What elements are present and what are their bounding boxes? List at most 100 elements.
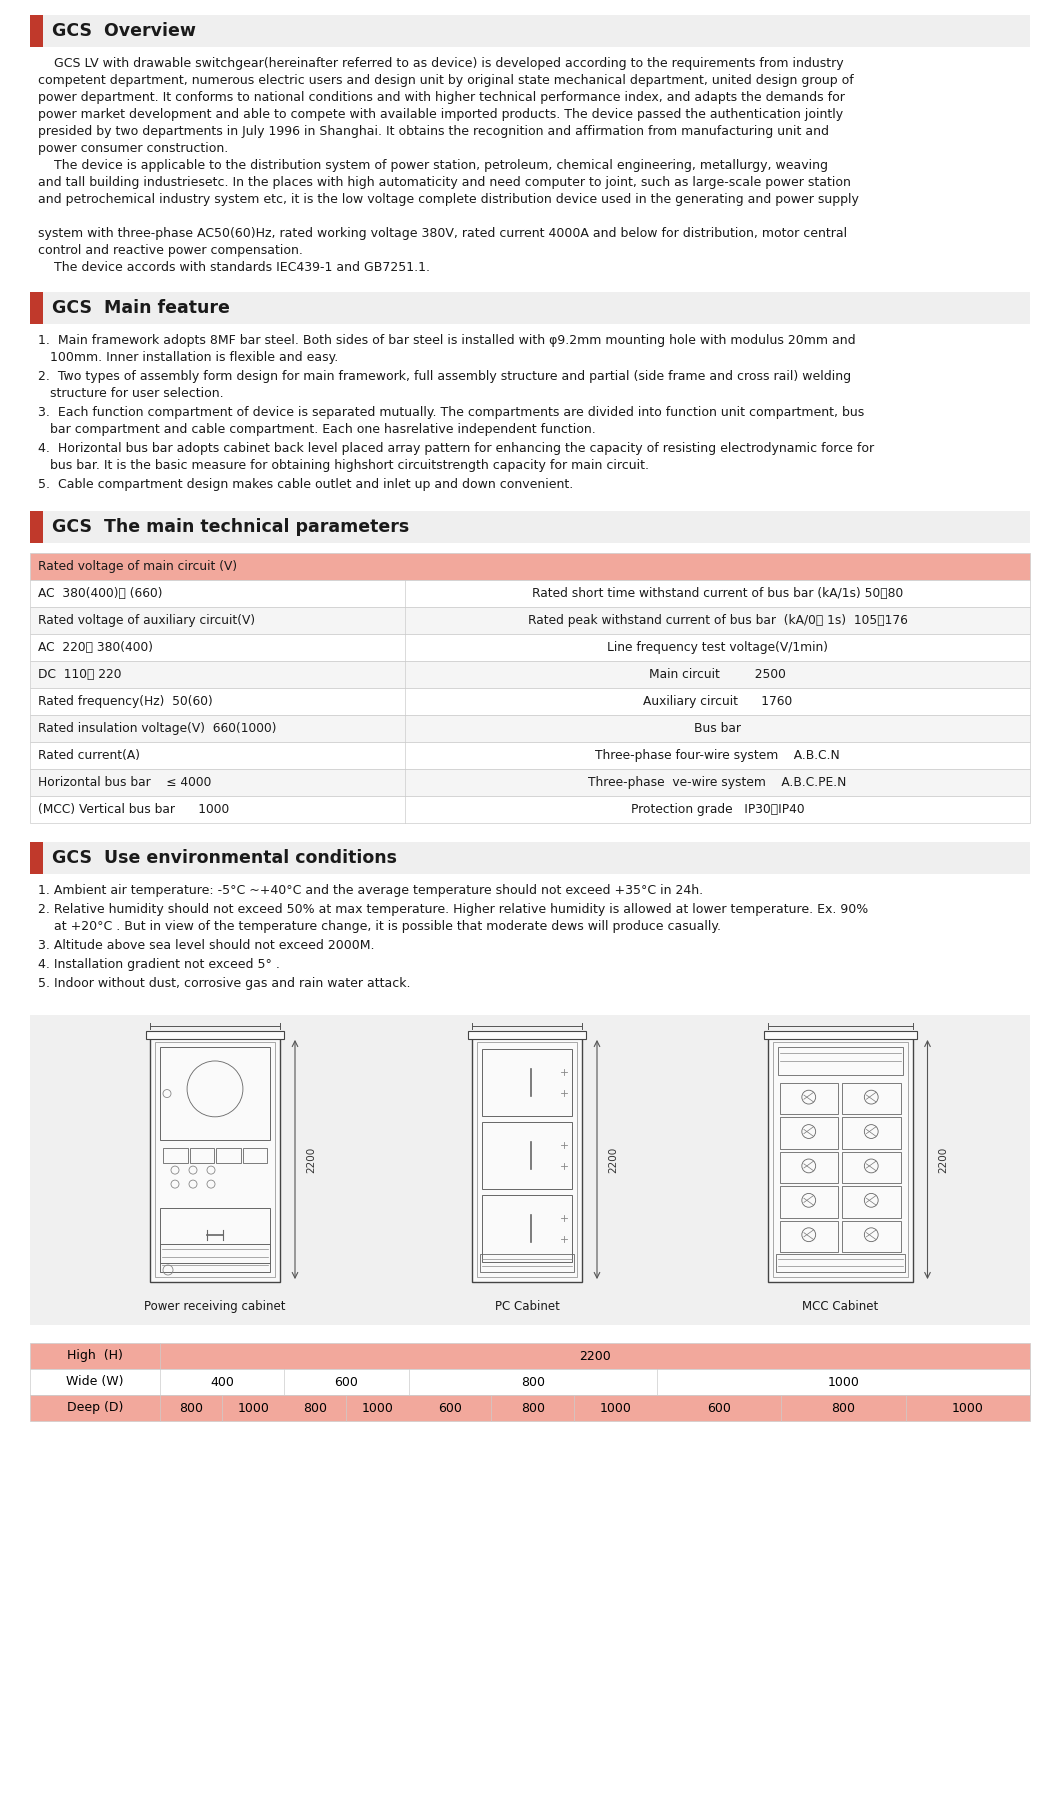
Text: Rated short time withstand current of bus bar (kA/1s) 50、80: Rated short time withstand current of bu… [532, 587, 903, 600]
Text: (MCC) Vertical bus bar      1000: (MCC) Vertical bus bar 1000 [38, 802, 229, 817]
Text: Line frequency test voltage(V/1min): Line frequency test voltage(V/1min) [607, 641, 828, 654]
Text: 5.  Cable compartment design makes cable outlet and inlet up and down convenient: 5. Cable compartment design makes cable … [38, 479, 573, 492]
Text: system with three-phase AC50(60)Hz, rated working voltage 380V, rated current 40: system with three-phase AC50(60)Hz, rate… [38, 228, 847, 240]
Text: 1000: 1000 [952, 1402, 984, 1415]
Bar [30, 553, 1030, 580]
Text: 5. Indoor without dust, corrosive gas and rain water attack.: 5. Indoor without dust, corrosive gas an… [38, 978, 410, 990]
Text: Rated peak withstand current of bus bar  (kA/0、 1s)  105、176: Rated peak withstand current of bus bar … [528, 614, 907, 627]
Bar [160, 1046, 270, 1140]
Bar [763, 1032, 917, 1039]
Text: 800: 800 [832, 1402, 855, 1415]
Bar [842, 1220, 901, 1252]
Text: DC  110、 220: DC 110、 220 [38, 669, 122, 681]
Bar [842, 1082, 901, 1115]
Text: The device is applicable to the distribution system of power station, petroleum,: The device is applicable to the distribu… [38, 159, 828, 172]
Text: presided by two departments in July 1996 in Shanghai. It obtains the recognition: presided by two departments in July 1996… [38, 125, 829, 137]
Text: Rated frequency(Hz)  50(60): Rated frequency(Hz) 50(60) [38, 696, 213, 708]
Text: 4. Installation gradient not exceed 5° .: 4. Installation gradient not exceed 5° . [38, 958, 280, 970]
Text: 1. Ambient air temperature: -5°C ~+40°C and the average temperature should not e: 1. Ambient air temperature: -5°C ~+40°C … [38, 884, 703, 896]
Text: GCS  Use environmental conditions: GCS Use environmental conditions [52, 849, 398, 867]
Text: Three-phase  ve-wire system    A.B.C.PE.N: Three-phase ve-wire system A.B.C.PE.N [588, 775, 847, 790]
Text: GCS  Main feature: GCS Main feature [52, 298, 230, 316]
Bar [30, 770, 1030, 797]
Bar [842, 1151, 901, 1184]
Text: Deep (D): Deep (D) [67, 1402, 123, 1415]
Bar [779, 1082, 838, 1115]
Text: GCS  The main technical parameters: GCS The main technical parameters [52, 519, 409, 537]
Text: bus bar. It is the basic measure for obtaining highshort circuitstrength capacit: bus bar. It is the basic measure for obt… [38, 459, 649, 472]
Bar [30, 842, 43, 875]
Text: competent department, numerous electric users and design unit by original state : competent department, numerous electric … [38, 74, 853, 87]
Text: power consumer construction.: power consumer construction. [38, 143, 228, 155]
Bar [30, 511, 43, 542]
Text: AC  380(400)、 (660): AC 380(400)、 (660) [38, 587, 162, 600]
Text: 800: 800 [520, 1402, 545, 1415]
Text: control and reactive power compensation.: control and reactive power compensation. [38, 244, 303, 257]
Bar [482, 1194, 572, 1261]
Text: 800: 800 [179, 1402, 204, 1415]
Bar [30, 1370, 1030, 1395]
Text: 600: 600 [438, 1402, 462, 1415]
Bar [30, 661, 1030, 688]
Text: 3.  Each function compartment of device is separated mutually. The compartments : 3. Each function compartment of device i… [38, 407, 864, 419]
Text: PC Cabinet: PC Cabinet [495, 1299, 560, 1314]
Bar [767, 1037, 913, 1281]
Bar [779, 1220, 838, 1252]
Bar [779, 1117, 838, 1149]
Text: 4.  Horizontal bus bar adopts cabinet back level placed array pattern for enhanc: 4. Horizontal bus bar adopts cabinet bac… [38, 443, 874, 455]
Bar [779, 1151, 838, 1184]
Text: GCS LV with drawable switchgear(hereinafter referred to as device) is developed : GCS LV with drawable switchgear(hereinaf… [38, 58, 844, 70]
Bar [472, 1037, 582, 1281]
Bar [30, 1016, 1030, 1325]
Bar [30, 511, 1030, 542]
Bar [773, 1043, 907, 1278]
Text: 600: 600 [335, 1375, 358, 1388]
Text: Rated insulation voltage(V)  660(1000): Rated insulation voltage(V) 660(1000) [38, 723, 277, 735]
Text: 800: 800 [520, 1375, 545, 1388]
Bar [30, 607, 1030, 634]
Text: High  (H): High (H) [67, 1350, 123, 1362]
Text: Horizontal bus bar    ≤ 4000: Horizontal bus bar ≤ 4000 [38, 775, 211, 790]
Bar [779, 1185, 838, 1218]
Text: 1000: 1000 [237, 1402, 269, 1415]
Text: at +20°C . But in view of the temperature change, it is possible that moderate d: at +20°C . But in view of the temperatur… [38, 920, 721, 932]
Bar [477, 1043, 577, 1278]
Text: 100mm. Inner installation is flexible and easy.: 100mm. Inner installation is flexible an… [38, 351, 338, 363]
Bar [482, 1122, 572, 1189]
Text: 2. Relative humidity should not exceed 50% at max temperature. Higher relative h: 2. Relative humidity should not exceed 5… [38, 904, 868, 916]
Bar [30, 743, 1030, 770]
Bar [30, 14, 1030, 47]
Bar [190, 1147, 214, 1164]
Text: structure for user selection.: structure for user selection. [38, 387, 224, 399]
Text: bar compartment and cable compartment. Each one hasrelative independent function: bar compartment and cable compartment. E… [38, 423, 596, 435]
Bar [482, 1050, 572, 1117]
Bar [155, 1043, 275, 1278]
Bar [243, 1147, 267, 1164]
Text: 2200: 2200 [938, 1146, 949, 1173]
Text: Protection grade   IP30、IP40: Protection grade IP30、IP40 [631, 802, 805, 817]
Bar [30, 797, 1030, 822]
Text: power department. It conforms to national conditions and with higher technical p: power department. It conforms to nationa… [38, 90, 845, 105]
Text: 2200: 2200 [608, 1146, 618, 1173]
Text: 2200: 2200 [579, 1350, 611, 1362]
Text: Rated voltage of auxiliary circuit(V): Rated voltage of auxiliary circuit(V) [38, 614, 255, 627]
Text: 1000: 1000 [600, 1402, 632, 1415]
Text: MCC Cabinet: MCC Cabinet [801, 1299, 878, 1314]
Bar [151, 1037, 280, 1281]
Text: Power receiving cabinet: Power receiving cabinet [144, 1299, 286, 1314]
Bar [776, 1254, 904, 1272]
Bar [469, 1032, 586, 1039]
Text: Wide (W): Wide (W) [66, 1375, 124, 1388]
Bar [30, 1395, 1030, 1420]
Bar [30, 634, 1030, 661]
Text: The device accords with standards IEC439-1 and GB7251.1.: The device accords with standards IEC439… [38, 260, 430, 275]
Bar [480, 1254, 575, 1272]
Text: Bus bar: Bus bar [694, 723, 741, 735]
Text: and petrochemical industry system etc, it is the low voltage complete distributi: and petrochemical industry system etc, i… [38, 193, 859, 206]
Bar [216, 1147, 241, 1164]
Text: GCS  Overview: GCS Overview [52, 22, 196, 40]
Bar [30, 293, 43, 323]
Text: Auxiliary circuit      1760: Auxiliary circuit 1760 [642, 696, 792, 708]
Text: 1000: 1000 [361, 1402, 393, 1415]
Text: 600: 600 [707, 1402, 731, 1415]
